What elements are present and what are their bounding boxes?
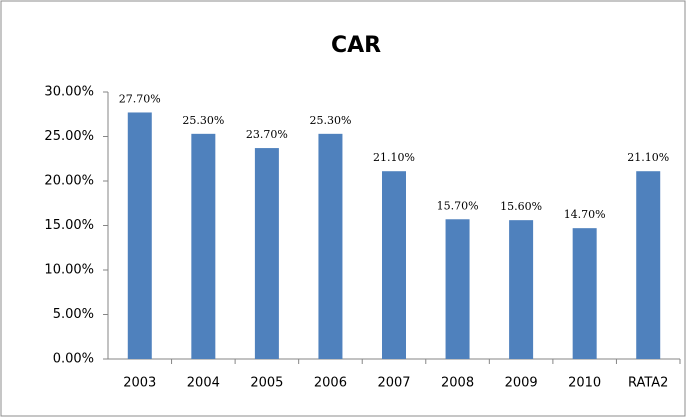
bar bbox=[318, 133, 343, 359]
y-tick-label: 0.00% bbox=[53, 352, 94, 367]
x-tick-label: 2008 bbox=[441, 376, 474, 391]
value-label: 21.10% bbox=[627, 151, 669, 164]
bar bbox=[382, 171, 406, 359]
value-label: 15.70% bbox=[437, 199, 479, 212]
y-tick-label: 5.00% bbox=[53, 307, 94, 322]
value-label: 15.60% bbox=[500, 200, 542, 213]
y-tick-label: 10.00% bbox=[44, 263, 94, 278]
y-tick-label: 20.00% bbox=[44, 174, 94, 189]
value-label: 25.30% bbox=[309, 114, 351, 127]
x-tick-label: 2003 bbox=[123, 376, 156, 391]
y-tick-label: 15.00% bbox=[44, 218, 94, 233]
value-label: 27.70% bbox=[119, 92, 161, 105]
x-tick-label: 2006 bbox=[314, 376, 347, 391]
bar bbox=[445, 219, 470, 359]
chart-title: CAR bbox=[331, 33, 381, 58]
x-tick-label: 2004 bbox=[187, 376, 220, 391]
x-tick-label: RATA2 bbox=[628, 376, 669, 391]
bar bbox=[127, 112, 152, 359]
bar bbox=[509, 220, 534, 359]
x-tick-label: 2007 bbox=[377, 376, 410, 391]
x-tick-label: 2009 bbox=[505, 376, 538, 391]
value-label: 14.70% bbox=[564, 208, 606, 221]
bar bbox=[572, 228, 597, 359]
y-tick-label: 25.00% bbox=[44, 129, 94, 144]
value-label: 21.10% bbox=[373, 151, 415, 164]
bar bbox=[191, 133, 216, 359]
x-tick-label: 2005 bbox=[250, 376, 283, 391]
x-tick-label: 2010 bbox=[568, 376, 601, 391]
bar bbox=[636, 171, 661, 359]
value-label: 23.70% bbox=[246, 128, 288, 141]
value-label: 25.30% bbox=[182, 114, 224, 127]
bar bbox=[254, 148, 279, 359]
y-tick-label: 30.00% bbox=[44, 85, 94, 100]
